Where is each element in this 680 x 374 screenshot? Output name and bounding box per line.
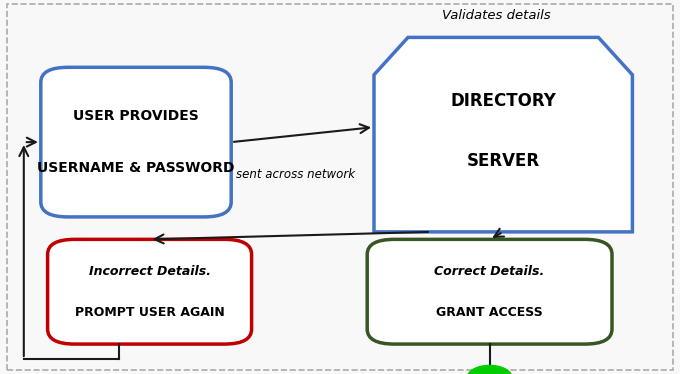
Text: SERVER: SERVER [466,152,540,170]
Text: USER PROVIDES: USER PROVIDES [73,109,199,123]
Text: sent across network: sent across network [237,168,355,181]
FancyBboxPatch shape [367,239,612,344]
Text: USERNAME & PASSWORD: USERNAME & PASSWORD [37,161,235,175]
FancyBboxPatch shape [48,239,252,344]
Text: Incorrect Details.: Incorrect Details. [88,265,211,278]
Text: DIRECTORY: DIRECTORY [450,92,556,110]
Polygon shape [374,37,632,232]
FancyBboxPatch shape [41,67,231,217]
Text: Validates details: Validates details [442,9,551,22]
FancyBboxPatch shape [7,4,673,370]
Text: Correct Details.: Correct Details. [435,265,545,278]
Text: PROMPT USER AGAIN: PROMPT USER AGAIN [75,306,224,319]
Circle shape [467,365,512,374]
Text: GRANT ACCESS: GRANT ACCESS [437,306,543,319]
